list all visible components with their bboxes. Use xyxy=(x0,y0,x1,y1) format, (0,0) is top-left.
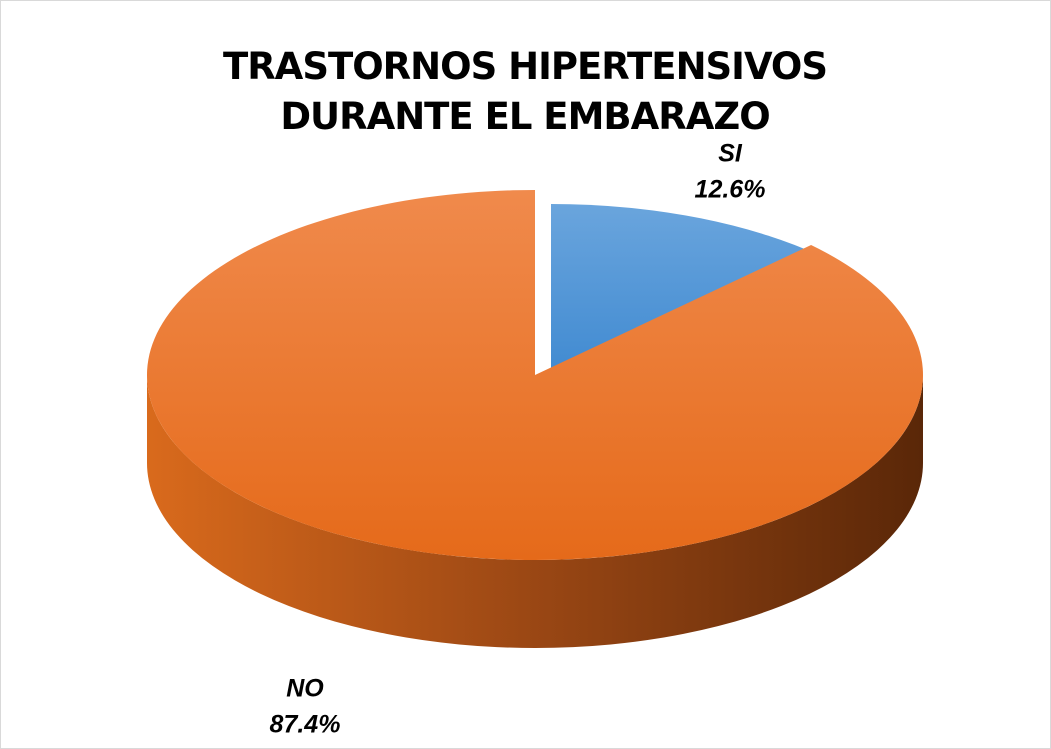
slice-label: NO xyxy=(286,675,324,703)
slice-value-label: 87.4% xyxy=(270,711,341,739)
slice-value-label: 12.6% xyxy=(695,176,766,204)
slice xyxy=(146,190,923,561)
chart-title: TRASTORNOS HIPERTENSIVOS DURANTE EL EMBA… xyxy=(222,45,828,138)
slice-side xyxy=(147,375,923,648)
slice-label: SI xyxy=(718,140,743,168)
